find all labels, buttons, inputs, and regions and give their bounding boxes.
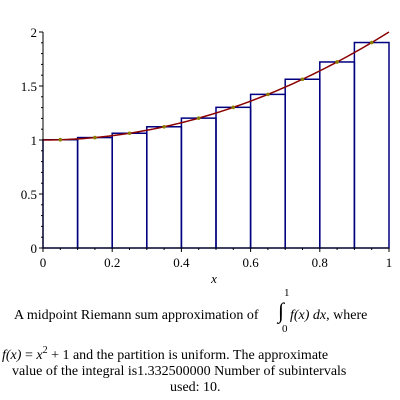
riemann-bar [180, 117, 217, 249]
riemann-bar [76, 136, 113, 249]
function-curve [42, 31, 390, 141]
caption-where: , where [326, 308, 368, 323]
riemann-bars [42, 41, 390, 249]
x-axis-label: x [210, 271, 217, 286]
midpoint-markers [58, 40, 374, 142]
midpoint-marker [162, 124, 166, 129]
integral-lower-limit: 0 [282, 323, 288, 335]
tick-marks [39, 31, 390, 252]
x-tick-label: 0.8 [312, 255, 328, 270]
integral-upper-limit: 1 [284, 287, 290, 299]
caption-partition: + 1 and the partition is uniform. The ap… [47, 348, 329, 363]
caption-integrand-line: f(x) dx, where [290, 308, 367, 324]
caption-line-2: f(x) = x2 + 1 and the partition is unifo… [2, 345, 329, 365]
midpoint-marker [231, 105, 236, 110]
riemann-bar [284, 78, 321, 249]
equals-sign: = [21, 348, 37, 363]
riemann-bar [319, 61, 356, 249]
riemann-sum-chart: 0 0.2 0.4 0.6 0.8 1 0 0.5 1 1.5 2 x [21, 25, 393, 286]
caption-line-4: used: 10. [170, 380, 221, 396]
caption-line-1: A midpoint Riemann sum approximation of [14, 308, 259, 324]
midpoint-marker [93, 135, 97, 140]
function-name: f(x) [2, 348, 22, 363]
caption-line-3: value of the integral is1.332500000 Numb… [12, 364, 346, 380]
caption-intro: A midpoint Riemann sum approximation of [14, 308, 259, 323]
riemann-bar [249, 93, 286, 249]
midpoint-marker [127, 131, 132, 136]
riemann-bar [42, 138, 79, 249]
y-tick-label: 2 [31, 25, 38, 40]
y-tick-label: 0 [31, 241, 38, 256]
riemann-bar [146, 126, 183, 249]
midpoint-marker [369, 40, 374, 45]
midpoint-marker [196, 116, 201, 120]
tick-labels: 0 0.2 0.4 0.6 0.8 1 0 0.5 1 1.5 2 [21, 25, 393, 270]
variable-x: x [36, 348, 43, 363]
caption-subintervals: used: 10. [170, 380, 221, 395]
integrand: f(x) dx [290, 308, 327, 323]
y-tick-label: 1 [31, 133, 38, 148]
x-tick-label: 0.2 [104, 255, 120, 270]
midpoint-marker [300, 77, 305, 82]
midpoint-marker [58, 137, 63, 142]
riemann-bar [353, 41, 390, 249]
y-tick-label: 1.5 [21, 79, 37, 94]
midpoint-marker [335, 60, 339, 64]
x-tick-label: 0.6 [242, 255, 259, 270]
integral-sign: ∫ [278, 298, 285, 323]
riemann-bar [111, 132, 148, 249]
midpoint-marker [266, 92, 270, 97]
x-tick-label: 1 [386, 255, 393, 270]
x-tick-label: 0 [40, 255, 47, 270]
caption-result: value of the integral is1.332500000 Numb… [12, 364, 347, 379]
riemann-bar [215, 106, 252, 249]
caption: A midpoint Riemann sum approximation of … [0, 286, 400, 400]
y-tick-label: 0.5 [21, 187, 37, 202]
x-tick-label: 0.4 [173, 255, 190, 270]
exponent: 2 [42, 345, 48, 356]
